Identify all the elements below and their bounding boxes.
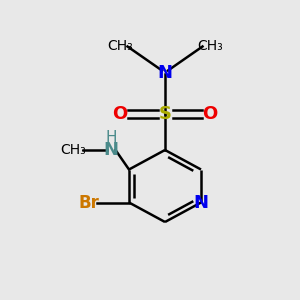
Text: Br: Br xyxy=(78,194,99,211)
Text: O: O xyxy=(112,105,128,123)
Text: N: N xyxy=(103,141,118,159)
Text: O: O xyxy=(202,105,217,123)
Text: CH₃: CH₃ xyxy=(61,143,86,157)
Text: CH₃: CH₃ xyxy=(107,40,133,53)
Text: N: N xyxy=(194,194,208,211)
Text: S: S xyxy=(158,105,172,123)
Text: H: H xyxy=(105,130,117,146)
Text: CH₃: CH₃ xyxy=(197,40,223,53)
Text: N: N xyxy=(158,64,172,82)
